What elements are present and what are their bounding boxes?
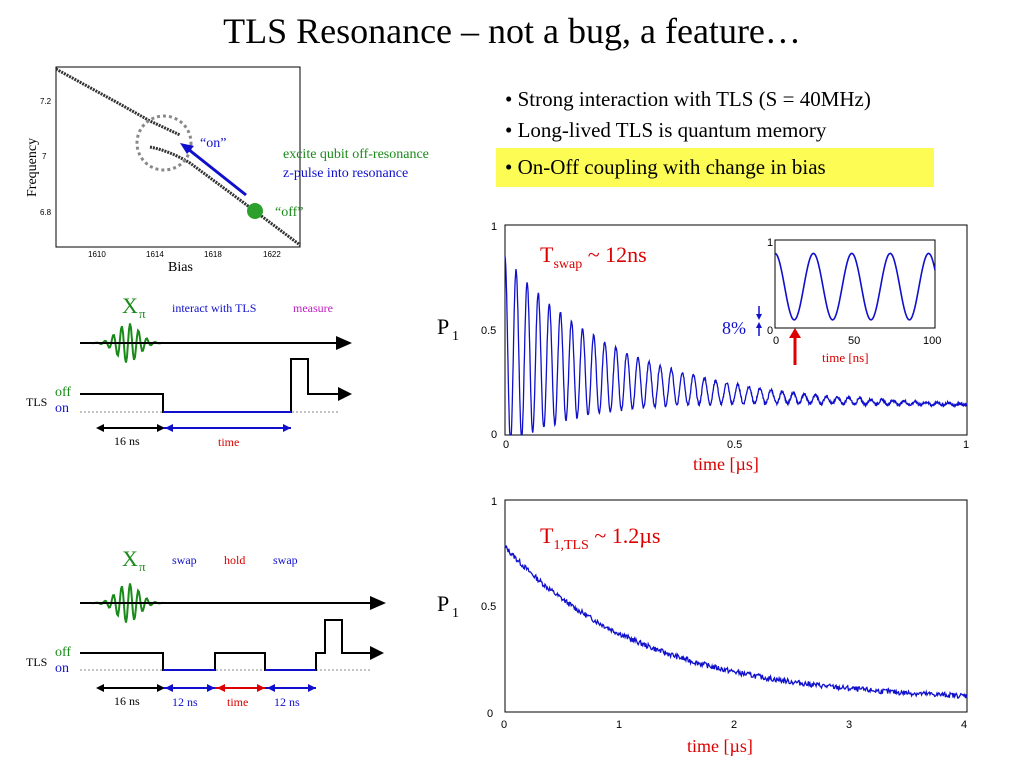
bias-waveform-1 [80, 358, 340, 413]
ytick-7.2: 7.2 [40, 97, 52, 106]
chart1-xlabel: time [µs] [693, 454, 759, 474]
swap-label-1: swap [172, 553, 197, 567]
chart2-xtick-0: 0 [501, 719, 507, 731]
tls-label-1: TLS [26, 395, 47, 409]
dur-12ns-b: 12 ns [274, 695, 300, 709]
on-label-1: on [55, 401, 69, 416]
spectroscopy-panel: “on” “off” excite qubit off-resonance z-… [25, 66, 429, 275]
chart1-ylabel-sub: 1 [452, 329, 459, 344]
note-z-pulse: z-pulse into resonance [283, 166, 408, 181]
chart1-xtick-0.5: 0.5 [727, 439, 742, 451]
dur-time-2: time [227, 695, 248, 709]
dur-time-1: time [218, 435, 239, 449]
off-label-2: off [55, 645, 71, 660]
chart1-ytick-0: 0 [491, 429, 497, 441]
interact-label: interact with TLS [172, 301, 256, 315]
chart1-annotation: Tswap ~ 12ns [540, 242, 647, 272]
inset-xtick-100: 100 [923, 335, 941, 347]
hold-label: hold [224, 553, 245, 567]
bias-arrowhead-1 [338, 387, 352, 401]
inset-xtick-50: 50 [848, 335, 860, 347]
off-label: “off” [275, 205, 304, 220]
chart1-ytick-0.5: 0.5 [481, 325, 496, 337]
z-pulse-arrow [187, 147, 247, 197]
on-label: “on” [200, 136, 226, 151]
chart2-ytick-0.5: 0.5 [481, 601, 496, 613]
chart1-ytick-1: 1 [491, 221, 497, 233]
ylabel-frequency: Frequency [25, 138, 40, 197]
off-point-marker [247, 203, 263, 219]
chart2-xlabel: time [µs] [687, 736, 753, 756]
inset-xlabel: time [ns] [822, 350, 869, 365]
chart2-series [504, 544, 968, 699]
swap-oscillation-chart: P 1 1 0.5 0 0 0.5 1 time [µs] Tswap ~ 12… [437, 221, 969, 474]
xlabel-bias: Bias [168, 260, 193, 275]
chart1-xtick-1: 1 [963, 439, 969, 451]
chart1-series [504, 256, 968, 436]
on-resonance-circle [135, 114, 193, 172]
measure-label: measure [293, 301, 333, 315]
upper-branch [55, 67, 181, 137]
dur-16ns-1: 16 ns [114, 434, 140, 448]
chart2-xtick-2: 2 [731, 719, 737, 731]
chart2-ytick-1: 1 [491, 496, 497, 508]
chart2-ytick-0: 0 [487, 708, 493, 720]
tls-label-2: TLS [26, 655, 47, 669]
dur-12ns-a: 12 ns [172, 695, 198, 709]
xtick-1622: 1622 [263, 250, 281, 259]
inset-ytick-0: 0 [767, 325, 773, 337]
swap-label-2: swap [273, 553, 298, 567]
x-pi-label-2: X [122, 546, 138, 571]
chart2-xtick-4: 4 [961, 719, 967, 731]
qubit-arrowhead-2 [370, 596, 386, 610]
bullet-strong-interaction: • Strong interaction with TLS (S = 40MHz… [505, 87, 871, 111]
page-title: TLS Resonance – not a bug, a feature… [223, 11, 801, 51]
chart1-ylabel: P [437, 314, 449, 339]
x-pi-label-1: X [122, 293, 138, 318]
bias-waveform-2 [80, 619, 372, 671]
microwave-pulse-2 [92, 583, 163, 623]
chart1-xtick-0: 0 [503, 439, 509, 451]
off-label-1: off [55, 385, 71, 400]
inset-series [774, 252, 936, 321]
pulse-sequence-2: X π swap hold swap TLS off on 16 ns 12 n… [26, 546, 386, 709]
chart2-xtick-1: 1 [616, 719, 622, 731]
chart2-ylabel-sub: 1 [452, 606, 459, 621]
ytick-7: 7 [42, 152, 47, 161]
microwave-pulse-1 [92, 323, 163, 363]
qubit-arrowhead-1 [336, 336, 352, 350]
xtick-1618: 1618 [204, 250, 222, 259]
chart2-ylabel: P [437, 591, 449, 616]
note-off-resonance: excite qubit off-resonance [283, 147, 429, 162]
pulse-sequence-1: X π interact with TLS measure TLS off on… [26, 293, 352, 449]
x-pi-sub-2: π [139, 559, 146, 574]
inset-ytick-1: 1 [767, 237, 773, 249]
chart2-xtick-3: 3 [846, 719, 852, 731]
xtick-1610: 1610 [88, 250, 106, 259]
ytick-6.8: 6.8 [40, 208, 52, 217]
chart2-frame [504, 499, 968, 713]
lower-branch [149, 145, 301, 247]
dur-16ns-2: 16 ns [114, 694, 140, 708]
inset-frame [774, 239, 936, 329]
inset-xtick-0: 0 [773, 335, 779, 347]
z-pulse-arrowhead [180, 143, 194, 154]
bullet-on-off-coupling: • On-Off coupling with change in bias [505, 155, 826, 179]
chart2-annotation: T1,TLS ~ 1.2µs [540, 523, 660, 553]
tls-decay-chart: P 1 1 0.5 0 0 1 2 3 4 time [µs] T1,TLS ~… [437, 496, 968, 756]
x-pi-sub-1: π [139, 306, 146, 321]
visibility-label: 8% [722, 318, 746, 338]
bias-arrowhead-2 [370, 646, 384, 660]
highlight-box [496, 148, 934, 187]
bullet-quantum-memory: • Long-lived TLS is quantum memory [505, 118, 827, 142]
xtick-1614: 1614 [146, 250, 164, 259]
on-label-2: on [55, 661, 69, 676]
